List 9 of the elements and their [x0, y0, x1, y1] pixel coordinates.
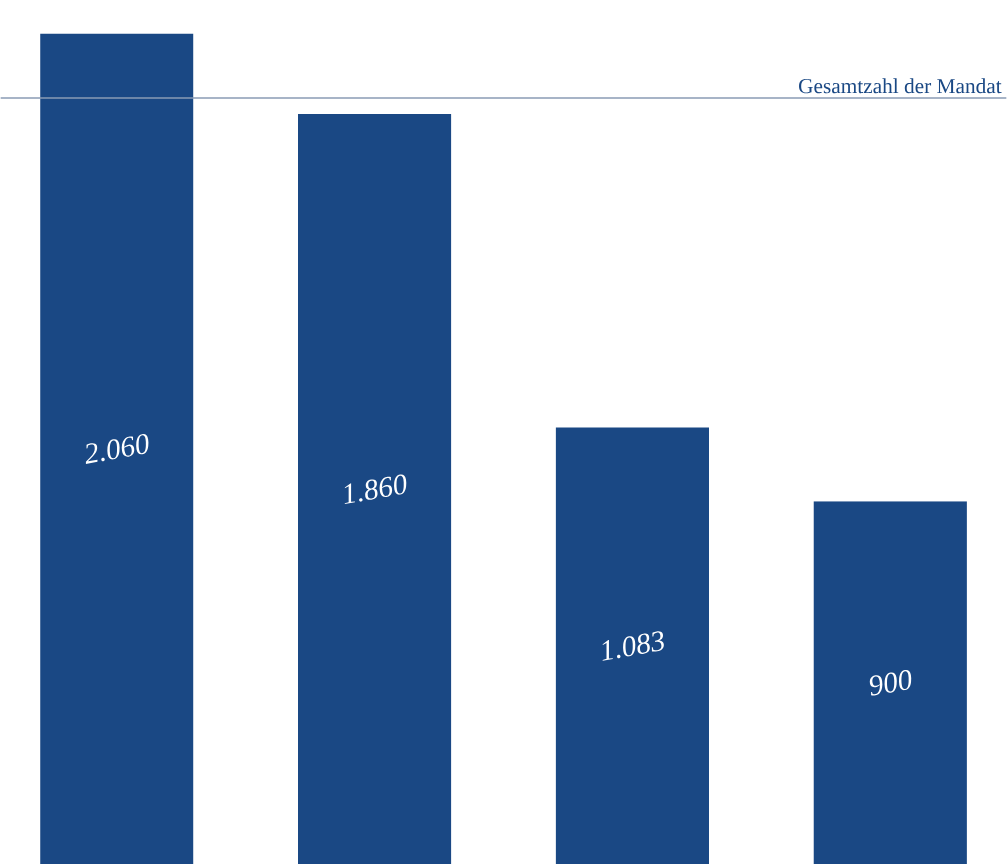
- bar: [555, 427, 709, 864]
- data-label: 900: [869, 669, 912, 696]
- bar: [298, 113, 452, 864]
- bar: [813, 501, 967, 864]
- data-label: 2.060: [85, 433, 149, 464]
- bar: [40, 33, 194, 864]
- data-label: 1.860: [344, 474, 407, 504]
- ref-line-label: Gesamtzahl der Mandat: [799, 78, 1002, 94]
- data-label: 1.083: [602, 631, 664, 661]
